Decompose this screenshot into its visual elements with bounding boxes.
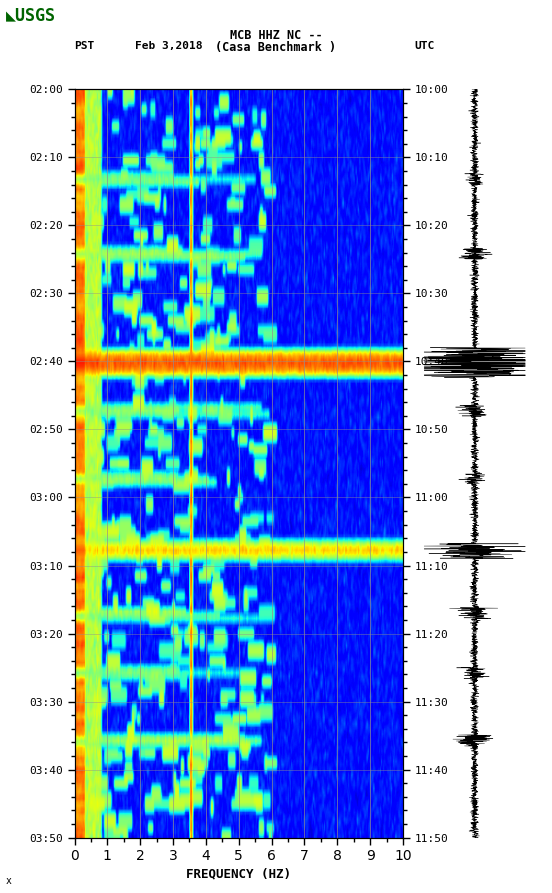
- Text: PST: PST: [75, 41, 95, 51]
- Text: UTC: UTC: [414, 41, 434, 51]
- Text: Feb 3,2018: Feb 3,2018: [135, 41, 203, 51]
- Text: x: x: [6, 876, 12, 886]
- Text: (Casa Benchmark ): (Casa Benchmark ): [215, 41, 337, 54]
- X-axis label: FREQUENCY (HZ): FREQUENCY (HZ): [186, 868, 291, 880]
- Text: MCB HHZ NC --: MCB HHZ NC --: [230, 29, 322, 43]
- Text: ◣USGS: ◣USGS: [6, 6, 56, 24]
